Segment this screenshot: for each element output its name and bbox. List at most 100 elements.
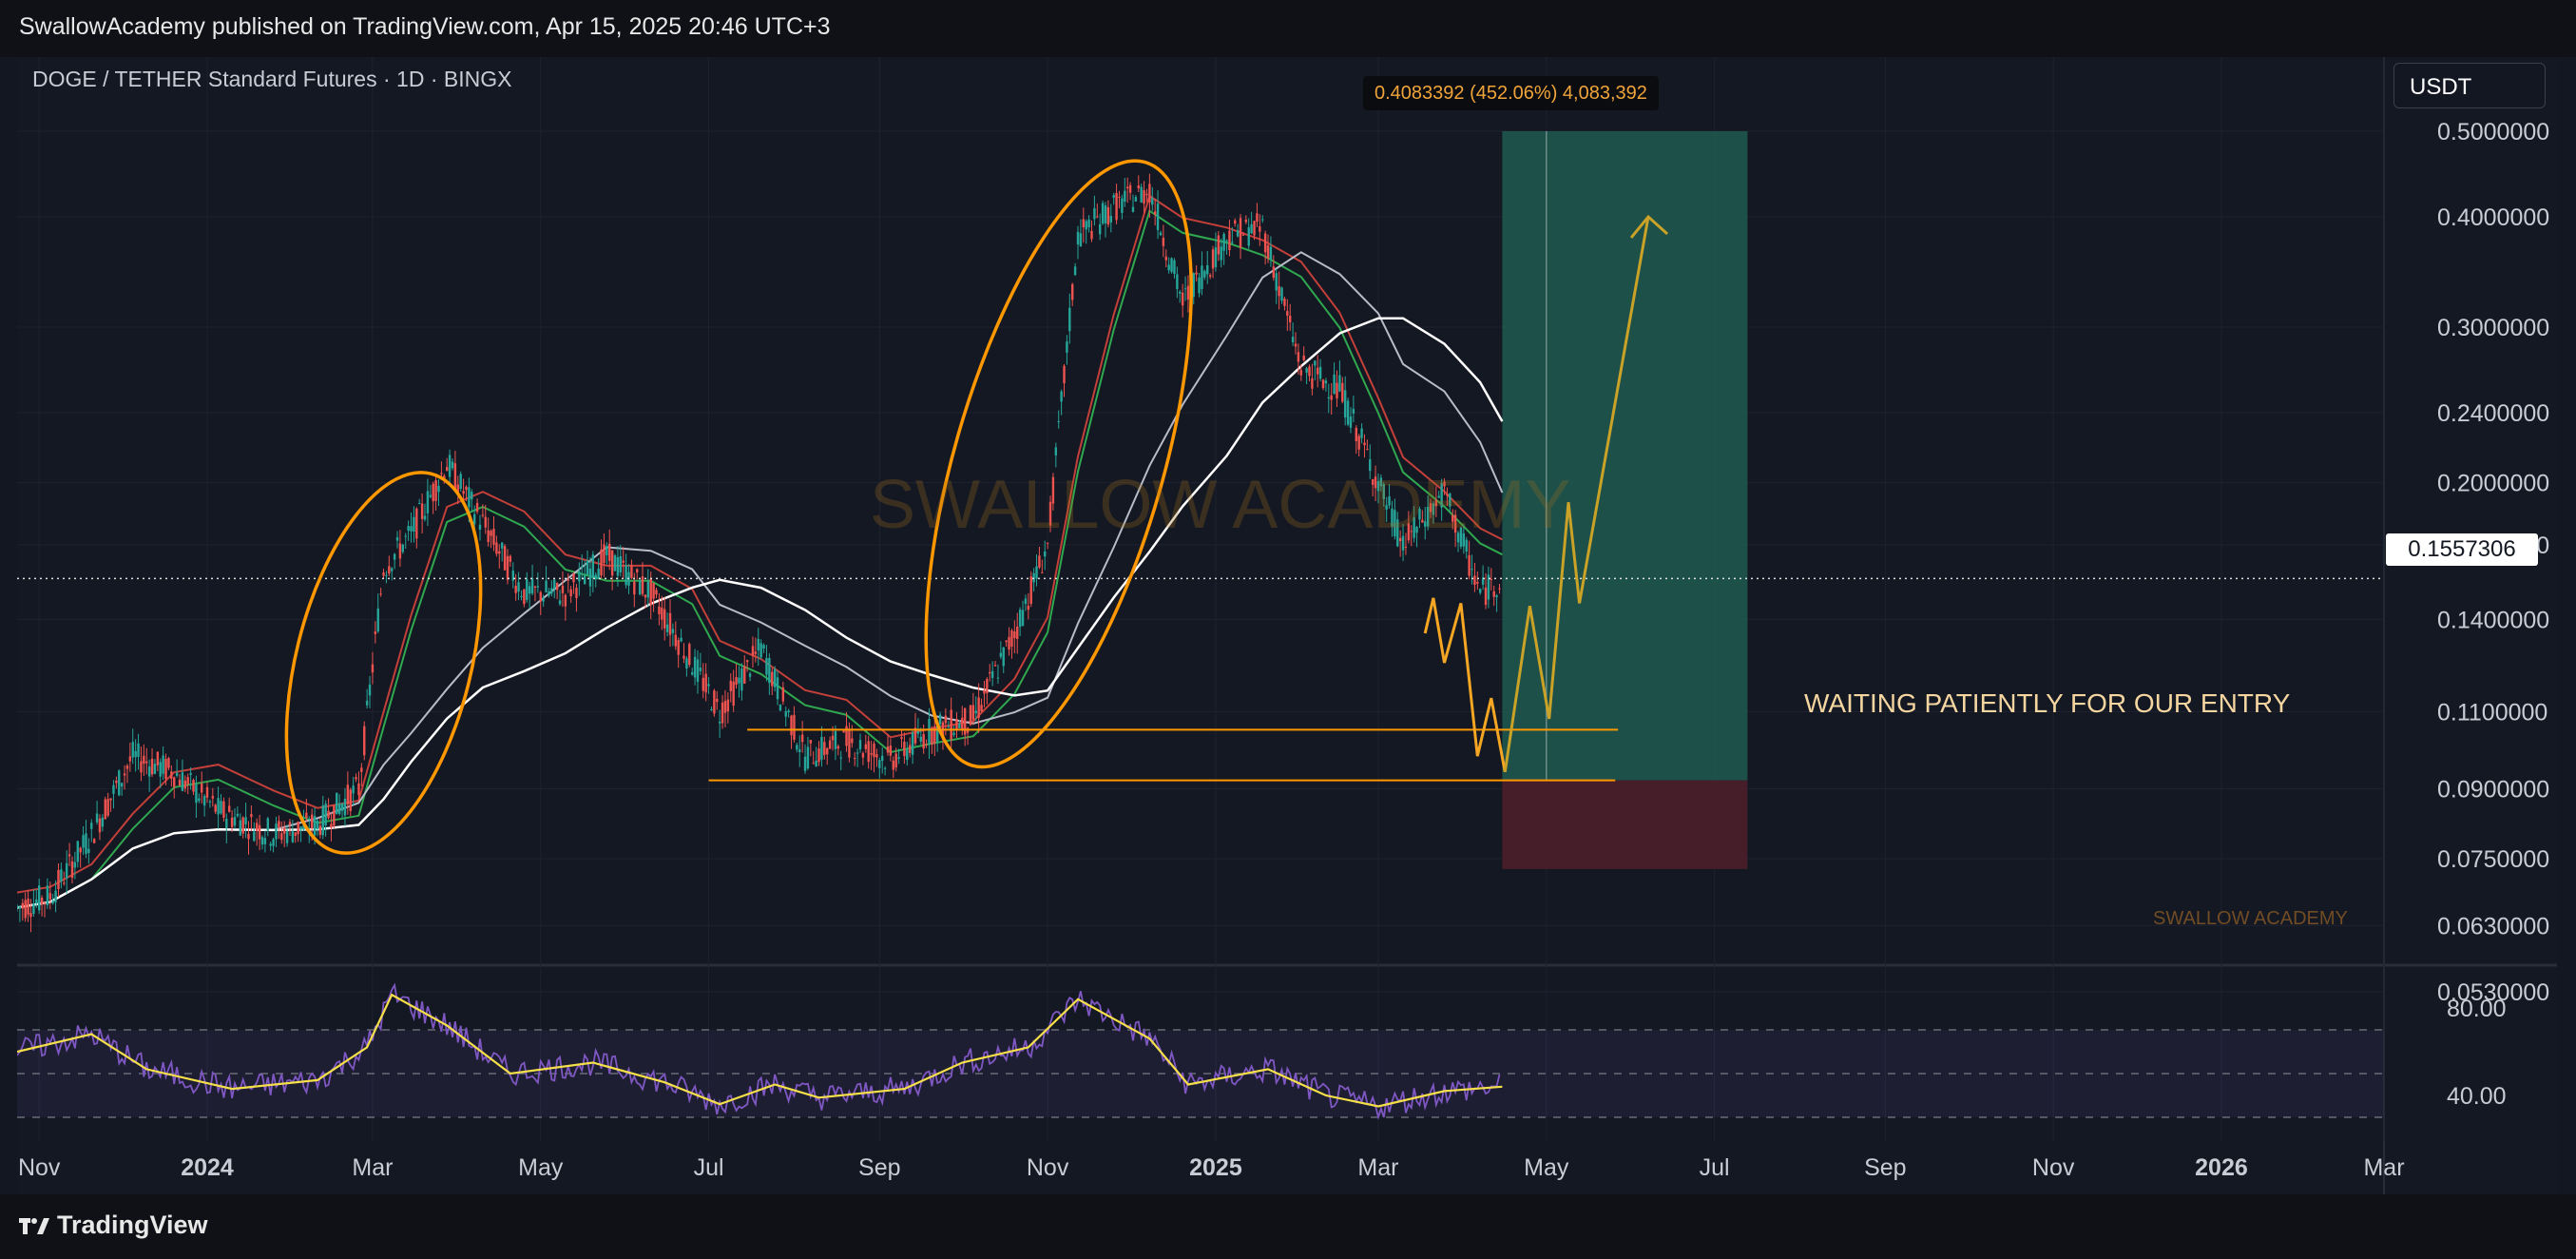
- candle-body: [487, 530, 490, 543]
- candle-body: [253, 831, 256, 842]
- candle-body: [456, 484, 459, 494]
- candle-body: [961, 717, 964, 730]
- candle-body: [588, 568, 592, 587]
- candle-body: [484, 516, 487, 528]
- candle-body: [1153, 211, 1157, 215]
- candle-body: [941, 722, 945, 740]
- candle-body: [471, 492, 473, 500]
- candle-body: [897, 757, 900, 759]
- chart-area[interactable]: 0.5000000 0.4000000 0.3000000 0.2400000 0.20…: [17, 57, 2557, 1194]
- candle-body: [101, 817, 105, 827]
- candle-body: [500, 542, 504, 549]
- x-tick-label: Mar: [352, 1154, 393, 1181]
- candle-body: [880, 755, 884, 762]
- candle-body: [1071, 283, 1074, 300]
- candle-body: [916, 730, 920, 734]
- candle-body: [908, 745, 912, 753]
- candle-body: [636, 569, 639, 572]
- candle-body: [1421, 519, 1424, 523]
- candle-body: [239, 820, 241, 836]
- candle-body: [1134, 197, 1138, 202]
- candle-body: [1186, 285, 1190, 300]
- candle-body: [1156, 203, 1160, 230]
- candle-body: [548, 591, 550, 596]
- candle-body: [434, 480, 437, 501]
- candle-body: [878, 760, 881, 768]
- candle-body: [63, 882, 66, 884]
- candle-body: [688, 644, 691, 666]
- candle-body: [776, 677, 779, 700]
- candle-body: [1357, 436, 1360, 450]
- candle-body: [553, 579, 556, 589]
- x-tick-label: Mar: [1357, 1154, 1398, 1181]
- candle-body: [1082, 219, 1086, 228]
- y-tick-label: 0.2000000: [2437, 470, 2549, 496]
- candle-body: [280, 833, 283, 841]
- candle-body: [817, 748, 820, 763]
- candle-body: [803, 756, 807, 771]
- candle-body: [1021, 610, 1025, 627]
- y-tick-label: 0.0630000: [2437, 913, 2549, 939]
- candle-body: [1487, 574, 1490, 600]
- candle-body: [128, 756, 132, 762]
- candle-body: [1236, 230, 1240, 237]
- candle-body: [35, 899, 38, 904]
- candle-body: [693, 656, 697, 678]
- candle-body: [145, 761, 148, 764]
- candle-body: [558, 600, 562, 605]
- candle-body: [269, 843, 272, 846]
- ma-mid-line: [17, 251, 1504, 909]
- candle-body: [848, 728, 851, 758]
- tradingview-logo[interactable]: TradingView: [19, 1211, 208, 1240]
- candle-body: [1297, 352, 1300, 362]
- candle-body: [201, 783, 203, 793]
- candle-body: [1024, 598, 1028, 605]
- candle-body: [743, 666, 746, 684]
- measure-label: 0.4083392 (452.06%) 4,083,392: [1363, 76, 1659, 110]
- candle-body: [771, 671, 774, 687]
- candle-body: [886, 746, 890, 753]
- candle-body: [572, 573, 575, 583]
- x-tick-label: Sep: [1864, 1154, 1906, 1181]
- candle-body: [1106, 206, 1110, 225]
- candle-body: [1063, 365, 1066, 383]
- candle-body: [60, 869, 63, 882]
- currency-button[interactable]: USDT: [2393, 63, 2546, 108]
- candle-body: [365, 700, 369, 706]
- candle-body: [404, 535, 407, 537]
- chart-canvas[interactable]: 0.5000000 0.4000000 0.3000000 0.2400000 0.20…: [17, 57, 2557, 1194]
- candle-body: [1434, 499, 1438, 507]
- candle-body: [851, 738, 854, 744]
- candle-body: [1076, 231, 1080, 245]
- candle-body: [40, 898, 44, 905]
- candle-body: [889, 746, 893, 756]
- candle-body: [76, 841, 79, 862]
- candle-body: [503, 546, 507, 571]
- candle-body: [858, 740, 862, 750]
- watermark-main: SWALLOW ACADEMY: [870, 467, 1571, 543]
- candle-body: [1366, 449, 1369, 451]
- candle-body: [1151, 198, 1154, 205]
- candle-body: [1471, 569, 1473, 571]
- candle-body: [713, 690, 716, 714]
- candle-body: [1035, 566, 1038, 579]
- candle-body: [153, 764, 157, 774]
- candle-body: [1484, 587, 1488, 606]
- candle-body: [812, 763, 815, 765]
- candle-body: [285, 830, 289, 843]
- candle-body: [401, 544, 405, 552]
- candle-body: [509, 555, 512, 562]
- candle-body: [1259, 225, 1261, 232]
- candle-body: [935, 721, 939, 743]
- candle-body: [1443, 481, 1446, 487]
- candle-body: [490, 531, 492, 536]
- candle-body: [721, 702, 724, 724]
- candle-body: [388, 566, 391, 574]
- candle-body: [831, 735, 835, 741]
- candle-body: [638, 580, 642, 595]
- published-line: SwallowAcademy published on TradingView.…: [19, 13, 831, 40]
- candle-body: [1250, 224, 1253, 234]
- candle-body: [1449, 493, 1451, 507]
- candle-body: [43, 902, 47, 904]
- candle-body: [1016, 626, 1019, 639]
